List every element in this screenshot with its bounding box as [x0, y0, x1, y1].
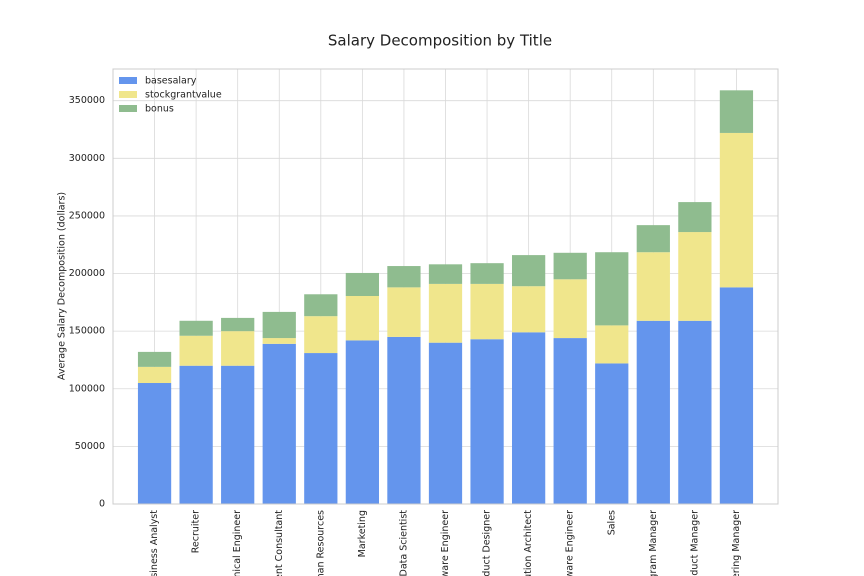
bar-segment	[512, 332, 546, 504]
y-tick-label: 150000	[69, 326, 105, 337]
legend-label: bonus	[145, 104, 174, 115]
bar-segment	[470, 283, 504, 340]
legend-swatch	[119, 91, 137, 98]
legend-swatch	[119, 77, 137, 84]
bar-segment	[345, 272, 379, 297]
plot-frame	[112, 68, 779, 505]
bar-segment	[387, 336, 421, 504]
x-tick-label: Mechanical Engineer	[232, 510, 243, 576]
bar-segment	[387, 287, 421, 337]
bar-segment	[512, 286, 546, 333]
bar-segment	[470, 263, 504, 284]
x-tick-label: Business Analyst	[149, 510, 160, 576]
x-tick-label: Software Engineer	[440, 510, 451, 576]
x-tick-label: Product Designer	[482, 510, 493, 576]
y-axis-label: Average Salary Decomposition (dollars)	[57, 192, 68, 380]
bar-segment	[553, 338, 587, 504]
bar-segment	[221, 317, 255, 332]
x-tick-label: Human Resources	[315, 510, 326, 576]
bar-segment	[595, 325, 629, 364]
x-tick-label: Hardware Engineer	[565, 510, 576, 576]
x-tick-label: Data Scientist	[398, 510, 409, 576]
y-tick-label: 200000	[69, 268, 105, 279]
bar-segment	[428, 264, 463, 284]
bar-segment	[678, 320, 712, 504]
legend-label: basesalary	[145, 76, 197, 87]
bar-segment	[345, 340, 379, 504]
x-tick-label: Recruiter	[191, 510, 202, 553]
x-tick-label: Software Engineering Manager	[731, 510, 742, 576]
bar-segment	[678, 202, 712, 233]
x-tick-label: Marketing	[357, 510, 368, 557]
y-tick-label: 350000	[69, 95, 105, 106]
bar-segment	[636, 252, 670, 321]
x-tick-label: Technical Program Manager	[648, 510, 659, 576]
y-tick-label: 0	[99, 499, 105, 510]
bar-segment	[137, 383, 172, 504]
bar-segment	[512, 255, 546, 287]
bar-segment	[304, 316, 338, 354]
bar-segment	[553, 279, 587, 339]
x-tick-label: Solution Architect	[523, 510, 534, 576]
y-tick-label: 50000	[75, 441, 105, 452]
x-tick-label: Sales	[606, 510, 617, 535]
bar-segment	[221, 331, 255, 366]
bar-segment	[387, 266, 421, 288]
bar-segment	[137, 366, 172, 384]
x-tick-label: Management Consultant	[274, 510, 285, 576]
bar-segment	[678, 232, 712, 321]
bar-segment	[262, 311, 296, 339]
bar-segment	[636, 320, 670, 504]
x-tick-label: Product Manager	[689, 510, 700, 576]
bar-segment	[719, 287, 754, 504]
bar-segment	[345, 296, 379, 341]
bar-segment	[179, 365, 213, 504]
bar-segment	[262, 343, 296, 504]
bar-segment	[304, 353, 338, 504]
bar-segment	[428, 342, 463, 504]
y-tick-label: 100000	[69, 383, 105, 394]
bar-segment	[470, 339, 504, 504]
bar-segment	[719, 90, 754, 133]
bar-segment	[553, 252, 587, 280]
bar-segment	[428, 283, 463, 343]
bar-segment	[262, 338, 296, 344]
y-tick-label: 250000	[69, 210, 105, 221]
bar-segment	[179, 335, 213, 366]
bar-segment	[719, 132, 754, 288]
bar-segment	[137, 351, 172, 367]
y-tick-label: 300000	[69, 153, 105, 164]
legend-swatch	[119, 105, 137, 112]
legend-label: stockgrantvalue	[145, 90, 222, 101]
bar-segment	[595, 252, 629, 326]
bar-segment	[179, 320, 213, 336]
bar-segment	[636, 225, 670, 253]
bar-segment	[595, 363, 629, 504]
bar-segment	[304, 294, 338, 317]
bar-segment	[221, 365, 255, 504]
chart-title: Salary Decomposition by Title	[328, 32, 552, 50]
